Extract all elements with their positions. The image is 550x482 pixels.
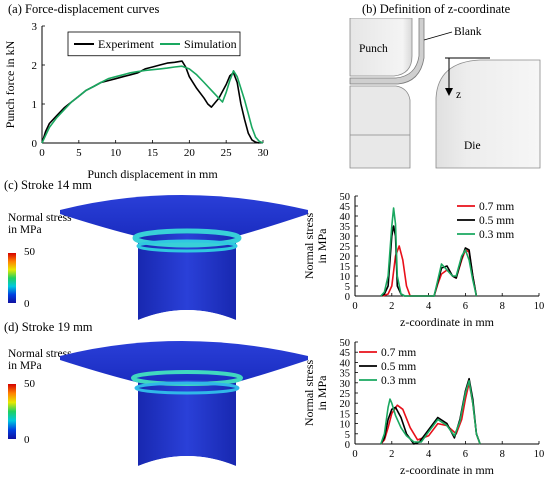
y-tick-label: 5: [345, 430, 350, 441]
x-tick-label: 2: [389, 449, 394, 460]
y-tick-label: 20: [340, 399, 351, 410]
x-tick-label: 4: [426, 449, 432, 460]
colorbar-d-min: 0: [24, 434, 30, 446]
y-tick-label: 15: [340, 409, 351, 420]
x-tick-label: 0: [352, 301, 357, 312]
x-tick-label: 4: [426, 301, 432, 312]
y-axis-label: in MPa: [315, 375, 329, 411]
x-tick-label: 2: [389, 301, 394, 312]
panel-d-title: (d) Stroke 19 mm: [4, 320, 93, 334]
x-axis-label: z-coordinate in mm: [400, 315, 495, 329]
y-tick-label: 3: [32, 21, 38, 33]
x-tick-label: 0: [39, 147, 45, 159]
legend-label: 0.5 mm: [381, 361, 416, 373]
force-displacement-chart: 0 5 10 15 20 25 30 0 1 2 3 Punch displacement in mm…: [3, 21, 270, 181]
stroke-19-stress-render: [60, 341, 308, 482]
y-axis-label: Normal stress: [302, 360, 316, 427]
y-axis-label: in MPa: [315, 228, 329, 264]
legend-label: 0.5 mm: [479, 215, 514, 227]
y-tick-label: 10: [340, 420, 351, 431]
y-axis-label: Normal stress: [302, 213, 316, 280]
z-coordinate-diagram: [349, 18, 541, 169]
x-tick-label: 20: [184, 147, 196, 159]
die-left: [349, 85, 411, 169]
y-tick-label: 45: [340, 202, 351, 213]
y-tick-label: 0: [345, 440, 350, 451]
y-tick-label: 50: [340, 338, 351, 349]
y-tick-label: 0: [345, 292, 350, 303]
y-tick-label: 0: [32, 138, 38, 150]
x-tick-label: 0: [352, 449, 357, 460]
x-axis-label: Punch displacement in mm: [87, 167, 218, 181]
y-tick-label: 40: [340, 212, 351, 223]
y-axis-label: Punch force in kN: [3, 40, 17, 128]
x-tick-label: 10: [534, 301, 545, 312]
x-tick-label: 10: [110, 147, 122, 159]
legend-label: 0.3 mm: [381, 375, 416, 387]
x-tick-label: 8: [500, 449, 505, 460]
blank-shape: [349, 18, 425, 85]
panel-a-title: (a) Force-displacement curves: [8, 2, 160, 16]
x-axis-label: z-coordinate in mm: [400, 463, 495, 477]
series-line: [380, 377, 481, 445]
punch-shape: [349, 18, 413, 77]
x-tick-label: 15: [147, 147, 159, 159]
y-tick-label: 35: [340, 369, 351, 380]
series-line: [380, 207, 478, 297]
legend-label: Simulation: [184, 37, 237, 51]
x-tick-label: 8: [500, 301, 505, 312]
y-tick-label: 45: [340, 348, 351, 359]
series-line: [41, 65, 264, 144]
colorbar-c-min: 0: [24, 298, 30, 310]
panel-c-title: (c) Stroke 14 mm: [4, 178, 92, 192]
y-tick-label: 30: [340, 232, 351, 243]
y-tick-label: 25: [340, 389, 351, 400]
legend-label: 0.7 mm: [381, 347, 416, 359]
legend-label: 0.7 mm: [479, 201, 514, 213]
die-label: Die: [464, 140, 481, 152]
blank-label: Blank: [454, 26, 482, 38]
y-tick-label: 20: [340, 252, 351, 263]
stress-chart-stroke-14: 0 2 4 6 8 1005101520253035404550z-coordinate …: [302, 192, 545, 329]
y-tick-label: 35: [340, 222, 351, 233]
y-tick-label: 5: [345, 282, 350, 293]
x-tick-label: 6: [463, 449, 468, 460]
y-tick-label: 40: [340, 358, 351, 369]
x-tick-label: 25: [221, 147, 233, 159]
legend-box: [67, 31, 241, 57]
colorbar-d-max: 50: [24, 378, 35, 390]
x-tick-label: 10: [534, 449, 545, 460]
y-tick-label: 25: [340, 242, 351, 253]
x-tick-label: 5: [76, 147, 82, 159]
legend-label: Experiment: [98, 37, 155, 51]
series-line: [380, 380, 481, 445]
y-tick-label: 2: [32, 60, 38, 72]
colorbar-c: [8, 253, 16, 303]
x-tick-label: 30: [258, 147, 270, 159]
colorbar-c-max: 50: [24, 246, 35, 258]
panel-b-title: (b) Definition of z-coordinate: [362, 2, 511, 16]
stress-chart-stroke-19: 0 2 4 6 8 1005101520253035404550z-coordinate …: [302, 338, 545, 477]
stroke-14-stress-render: [60, 195, 308, 340]
z-label: z: [456, 89, 462, 101]
y-tick-label: 30: [340, 379, 351, 390]
punch-label: Punch: [359, 43, 388, 55]
colorbar-d: [8, 384, 16, 439]
y-tick-label: 10: [340, 272, 351, 283]
x-tick-label: 6: [463, 301, 468, 312]
y-tick-label: 50: [340, 192, 351, 203]
die-shape: [435, 59, 541, 169]
series-line: [41, 60, 260, 144]
legend-label: 0.3 mm: [479, 229, 514, 241]
y-tick-label: 15: [340, 262, 351, 273]
y-tick-label: 1: [32, 99, 38, 111]
